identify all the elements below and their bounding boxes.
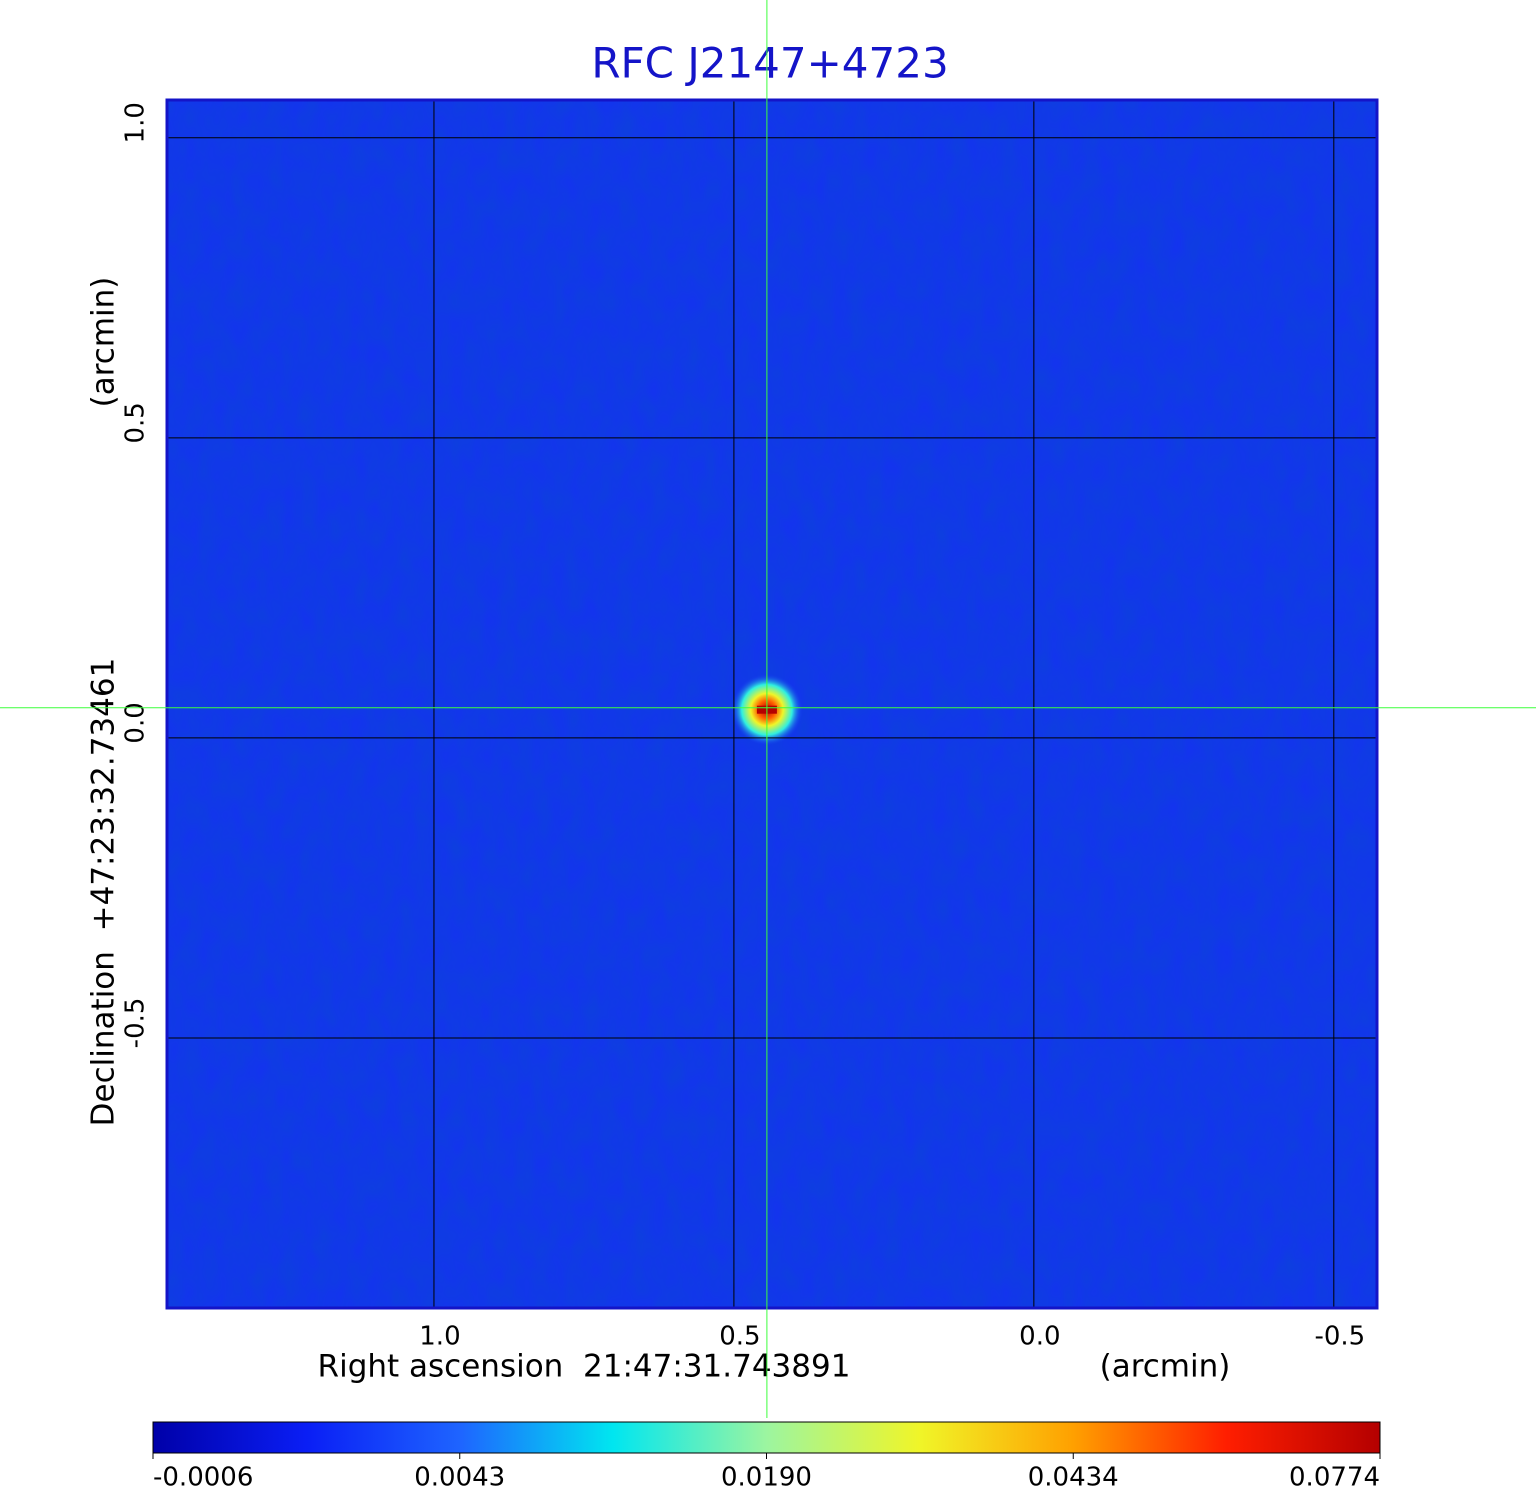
y-tick-label: -0.5: [121, 998, 151, 1049]
y-axis-label: Declination +47:23:32.73461: [86, 658, 122, 1127]
x-axis-label: Right ascension 21:47:31.743891: [318, 1349, 851, 1385]
y-tick-label: 0.5: [121, 402, 151, 443]
y-tick-label: 0.0: [121, 702, 151, 743]
colorbar: [152, 1421, 1381, 1454]
x-tick-label: 0.5: [719, 1322, 760, 1352]
colorbar-tick-label: 0.0774: [1289, 1463, 1380, 1493]
colorbar-tick-label: 0.0190: [721, 1463, 812, 1493]
image-frame: [165, 98, 1379, 1310]
chart-title: RFC J2147+4723: [591, 39, 948, 88]
x-tick-label: 0.0: [1019, 1322, 1060, 1352]
x-axis-unit: (arcmin): [1100, 1349, 1231, 1385]
colorbar-tick-label: 0.0043: [414, 1463, 505, 1493]
x-tick-label: 1.0: [419, 1322, 460, 1352]
colorbar-tick-label: -0.0006: [153, 1463, 253, 1493]
y-tick-label: 1.0: [121, 102, 151, 143]
x-tick-label: -0.5: [1314, 1322, 1365, 1352]
colorbar-tick-label: 0.0434: [1028, 1463, 1119, 1493]
y-axis-unit: (arcmin): [86, 277, 122, 408]
